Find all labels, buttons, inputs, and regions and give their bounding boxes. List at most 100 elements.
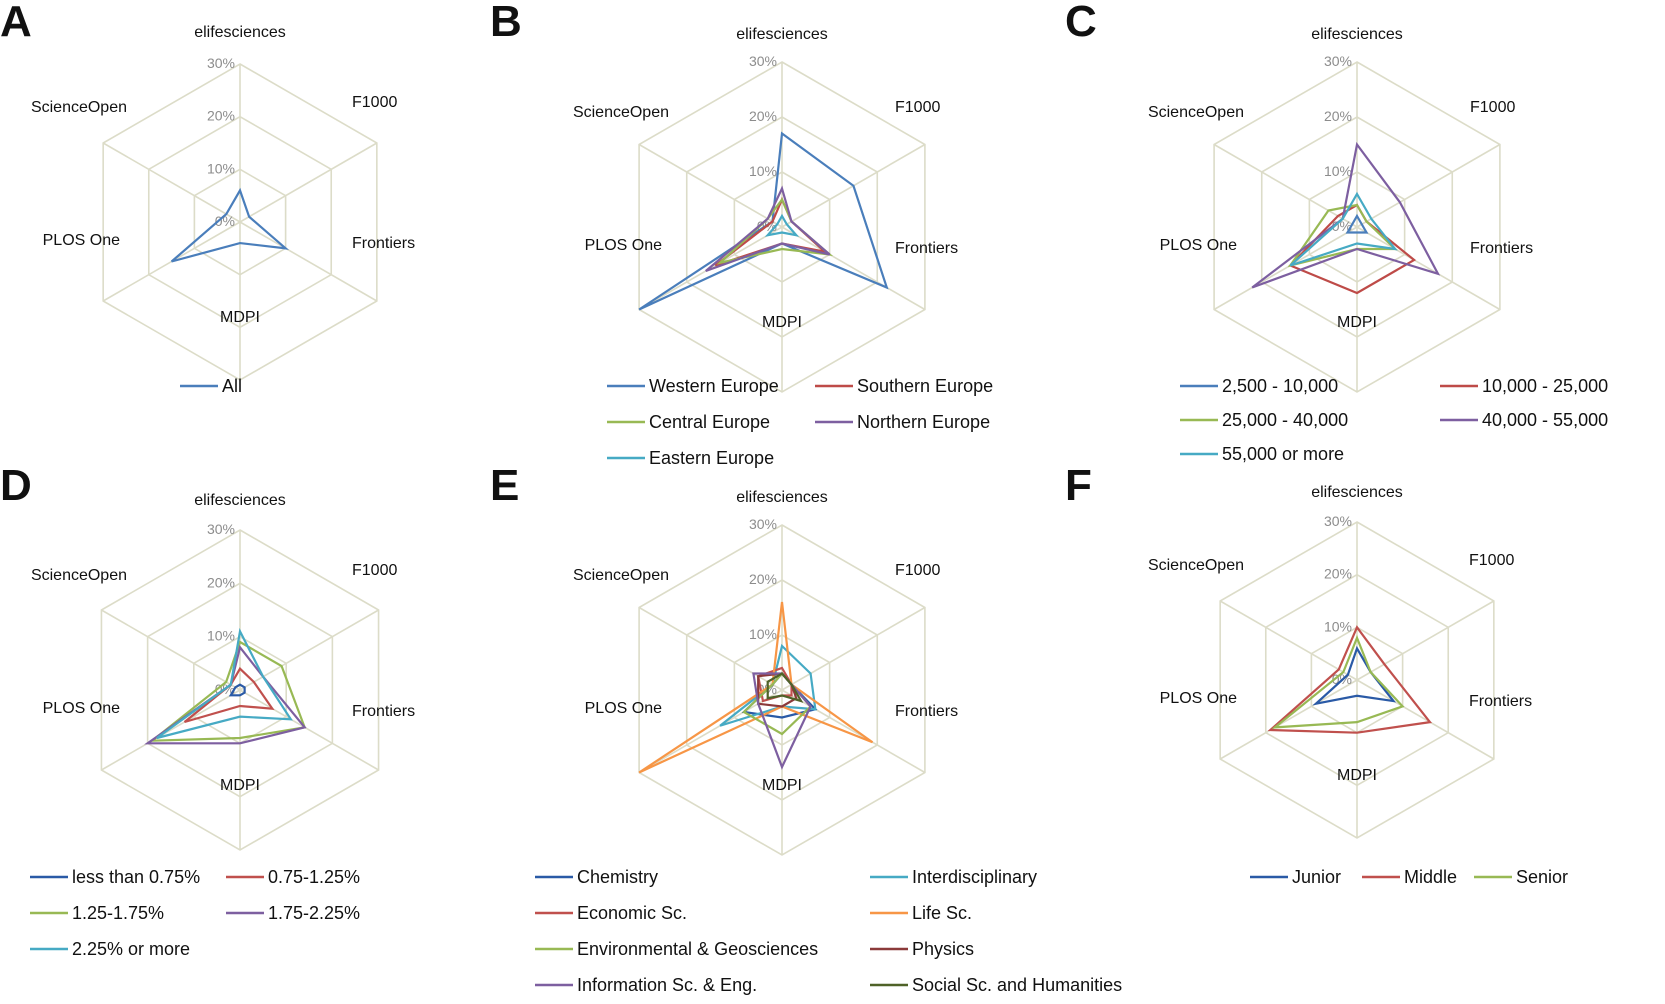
grid-spoke — [638, 606, 783, 691]
legend-label-middle: Middle — [1404, 867, 1457, 887]
axis-label-frontiers: Frontiers — [1469, 693, 1532, 710]
legend-label-40-000-55-000: 40,000 - 55,000 — [1482, 410, 1608, 430]
axis-label-plos-one: PLOS One — [585, 237, 662, 254]
legend-label-all: All — [222, 376, 242, 396]
axis-label-elifesciences: elifesciences — [736, 489, 828, 506]
grid-spoke — [239, 142, 378, 223]
legend: Junior Middle Senior — [1250, 867, 1568, 887]
panel-letter: F — [1065, 461, 1092, 510]
radar-panel-b: B0%10%20%30%elifesciencesF1000FrontiersM… — [490, 0, 993, 468]
axis-label-elifesciences: elifesciences — [736, 26, 828, 43]
axis-label-scienceopen: ScienceOpen — [573, 567, 669, 584]
tick-label: 20% — [749, 571, 777, 587]
axis-label-plos-one: PLOS One — [1160, 690, 1237, 707]
tick-label: 30% — [1324, 53, 1352, 69]
axis-label-frontiers: Frontiers — [895, 240, 958, 257]
panel-letter: C — [1065, 0, 1097, 46]
axis-label-f1000: F1000 — [895, 562, 940, 579]
axis-label-mdpi: MDPI — [220, 777, 260, 794]
series-line-all — [170, 187, 290, 263]
legend-label-environmental-geosciences: Environmental & Geosciences — [577, 939, 818, 959]
radar-panel-e: E0%10%20%30%elifesciencesF1000FrontiersM… — [490, 461, 1122, 995]
axis-label-mdpi: MDPI — [1337, 314, 1377, 331]
panel-letter: E — [490, 461, 519, 510]
series-line-northern-europe — [705, 185, 831, 273]
legend-label-55-000-or-more: 55,000 or more — [1222, 444, 1344, 464]
grid-spoke — [102, 142, 241, 223]
series-line-junior — [1312, 645, 1397, 706]
series-line-2-500-10-000 — [1345, 213, 1369, 234]
axis-label-scienceopen: ScienceOpen — [1148, 557, 1244, 574]
legend-label-2-500-10-000: 2,500 - 10,000 — [1222, 376, 1338, 396]
grid-spoke — [781, 689, 926, 774]
legend-label-10-000-25-000: 10,000 - 25,000 — [1482, 376, 1608, 396]
grid-spoke — [239, 221, 378, 302]
series-line-senior — [1271, 634, 1405, 729]
axis-label-mdpi: MDPI — [762, 777, 802, 794]
grid-spoke — [781, 606, 926, 691]
legend: less than 0.75% 0.75-1.25% 1.25-1.75% 1.75-… — [30, 867, 360, 959]
axis-label-f1000: F1000 — [895, 99, 940, 116]
legend-label-physics: Physics — [912, 939, 974, 959]
axis-label-mdpi: MDPI — [220, 309, 260, 326]
legend-label-economic-sc: Economic Sc. — [577, 903, 687, 923]
legend: Chemistry Interdisciplinary Economic Sc. Li… — [535, 867, 1122, 995]
tick-label: 20% — [1324, 108, 1352, 124]
axis-label-frontiers: Frontiers — [1470, 240, 1533, 257]
panel-letter: D — [0, 461, 32, 510]
legend-label-less-than-0-75: less than 0.75% — [72, 867, 200, 887]
legend-label-southern-europe: Southern Europe — [857, 376, 993, 396]
axis-label-elifesciences: elifesciences — [1311, 26, 1403, 43]
legend-label-1-75-2-25: 1.75-2.25% — [268, 903, 360, 923]
tick-label: 20% — [749, 108, 777, 124]
axis-label-mdpi: MDPI — [762, 314, 802, 331]
legend: All — [180, 376, 242, 396]
radar-panel-d: D0%10%20%30%elifesciencesF1000FrontiersM… — [0, 461, 415, 959]
tick-label: 30% — [207, 55, 235, 71]
axis-label-f1000: F1000 — [352, 562, 397, 579]
legend-label-chemistry: Chemistry — [577, 867, 658, 887]
legend-label-1-25-1-75: 1.25-1.75% — [72, 903, 164, 923]
panel-letter: A — [0, 0, 32, 46]
grid-spoke — [101, 609, 241, 691]
legend-label-central-europe: Central Europe — [649, 412, 770, 432]
axis-label-f1000: F1000 — [1469, 552, 1514, 569]
grid-spoke — [1219, 679, 1358, 760]
series-line-1-25-1-75 — [148, 640, 307, 742]
series-line-55-000-or-more — [1289, 191, 1398, 267]
legend-label-interdisciplinary: Interdisciplinary — [912, 867, 1037, 887]
tick-label: 20% — [1324, 566, 1352, 582]
axis-label-f1000: F1000 — [352, 94, 397, 111]
axis-label-frontiers: Frontiers — [895, 703, 958, 720]
legend: Western Europe Southern Europe Central Eur… — [607, 376, 993, 468]
axis-label-plos-one: PLOS One — [43, 700, 120, 717]
grid-spoke — [1356, 679, 1495, 760]
tick-label: 30% — [207, 521, 235, 537]
grid-spoke — [638, 143, 783, 228]
axis-label-f1000: F1000 — [1470, 99, 1515, 116]
legend-label-western-europe: Western Europe — [649, 376, 779, 396]
series-line-2-25-or-more — [156, 627, 293, 740]
axis-label-scienceopen: ScienceOpen — [31, 99, 127, 116]
legend-label-0-75-1-25: 0.75-1.25% — [268, 867, 360, 887]
grid-spoke — [1219, 600, 1358, 681]
grid-spoke — [1356, 143, 1501, 228]
grid-spoke — [101, 689, 241, 771]
legend-label-junior: Junior — [1292, 867, 1341, 887]
axis-label-plos-one: PLOS One — [1160, 237, 1237, 254]
series-line-eastern-europe — [764, 213, 800, 237]
axis-label-elifesciences: elifesciences — [1311, 484, 1403, 501]
legend-label-social-sc-and-humanities: Social Sc. and Humanities — [912, 975, 1122, 995]
axis-label-scienceopen: ScienceOpen — [31, 567, 127, 584]
grid-spoke — [239, 689, 379, 771]
grid-spoke — [1356, 226, 1501, 311]
grid-spoke — [1213, 226, 1358, 311]
tick-label: 10% — [1324, 618, 1352, 634]
legend-label-life-sc: Life Sc. — [912, 903, 972, 923]
axis-label-plos-one: PLOS One — [43, 232, 120, 249]
grid-spoke — [1356, 600, 1495, 681]
tick-label: 30% — [1324, 513, 1352, 529]
tick-label: 20% — [207, 574, 235, 590]
axis-label-scienceopen: ScienceOpen — [573, 104, 669, 121]
